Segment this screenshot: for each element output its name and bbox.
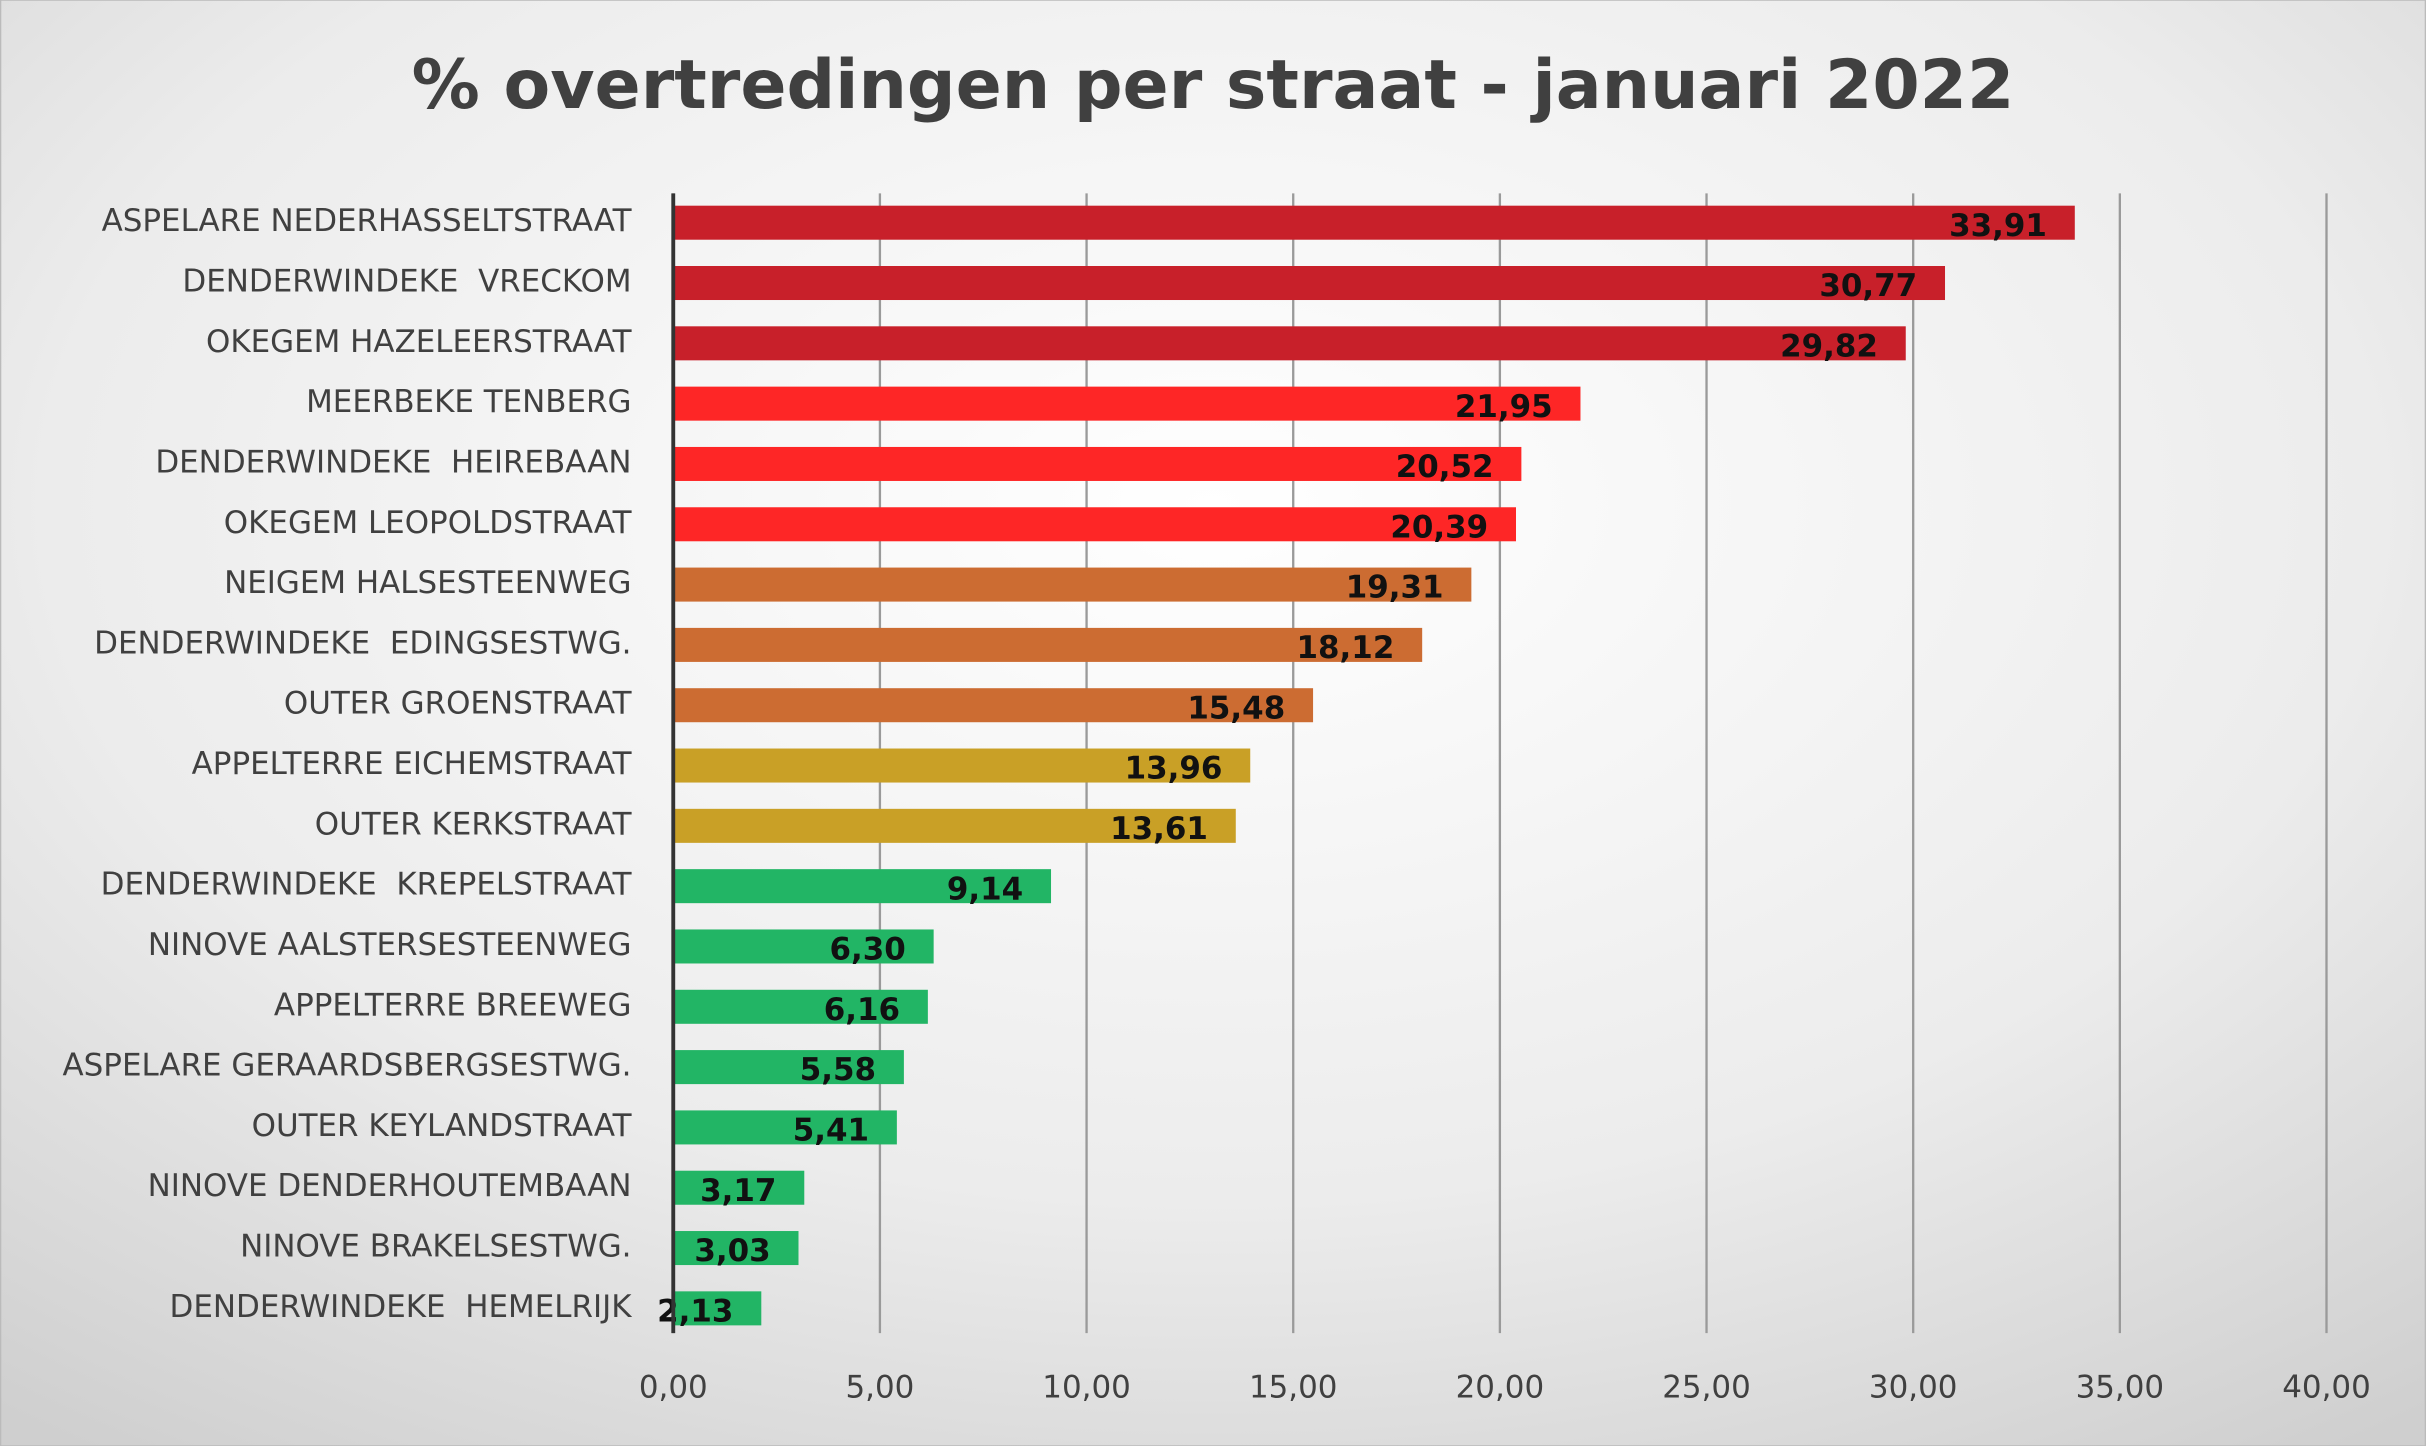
bar [673, 205, 2075, 240]
x-tick-label: 25,00 [1662, 1369, 1751, 1405]
y-tick-label: NINOVE BRAKELSESTWG. [240, 1229, 631, 1265]
bar [673, 869, 1052, 904]
y-tick-label: NINOVE DENDERHOUTEMBAAN [148, 1168, 632, 1204]
bar [673, 507, 1516, 542]
bar [673, 627, 1423, 662]
x-tick-label: 15,00 [1249, 1369, 1338, 1405]
y-tick-label: ASPELARE NEDERHASSELTSTRAAT [102, 203, 632, 239]
value-label: 20,39 [1390, 509, 1488, 545]
y-tick-label: NEIGEM HALSESTEENWEG [224, 565, 631, 601]
value-label: 33,91 [1949, 208, 2047, 244]
value-label: 6,30 [830, 932, 906, 968]
y-tick-label: DENDERWINDEKE HEIREBAAN [155, 444, 631, 480]
value-label: 2,13 [657, 1293, 733, 1329]
x-tick-label: 40,00 [2282, 1369, 2371, 1405]
bar [673, 1291, 762, 1326]
value-label: 3,17 [700, 1173, 776, 1209]
value-label: 29,82 [1780, 328, 1878, 364]
value-label: 5,58 [800, 1052, 876, 1088]
x-tick-label: 5,00 [845, 1369, 914, 1405]
value-label: 20,52 [1396, 449, 1494, 485]
value-label: 6,16 [824, 992, 900, 1028]
x-tick-label: 30,00 [1869, 1369, 1958, 1405]
bar [673, 386, 1581, 421]
bar [673, 446, 1522, 481]
value-label: 18,12 [1297, 630, 1395, 666]
value-label: 19,31 [1346, 570, 1444, 606]
y-tick-label: DENDERWINDEKE EDINGSESTWG. [94, 625, 631, 661]
value-label: 9,14 [947, 871, 1023, 907]
y-tick-label: APPELTERRE EICHEMSTRAAT [192, 746, 632, 782]
y-tick-label: OUTER KEYLANDSTRAAT [252, 1108, 632, 1144]
x-tick-label: 0,00 [639, 1369, 708, 1405]
y-tick-label: OUTER KERKSTRAAT [315, 806, 632, 842]
x-tick-label: 35,00 [2076, 1369, 2165, 1405]
bar [673, 1231, 799, 1266]
chart-title: % overtredingen per straat - januari 202… [412, 46, 2015, 125]
value-label: 13,96 [1125, 751, 1223, 787]
y-tick-label: OKEGEM HAZELEERSTRAAT [206, 324, 632, 360]
value-label: 30,77 [1819, 268, 1917, 304]
value-label: 3,03 [694, 1233, 770, 1269]
y-tick-label: ASPELARE GERAARDSBERGSESTWG. [63, 1048, 632, 1084]
bar [673, 929, 934, 964]
y-tick-label: DENDERWINDEKE HEMELRIJK [170, 1289, 633, 1325]
value-label: 21,95 [1455, 389, 1553, 425]
y-tick-label: OUTER GROENSTRAAT [284, 686, 632, 722]
bar [673, 326, 1906, 361]
x-tick-label: 10,00 [1042, 1369, 1131, 1405]
bar [673, 1050, 904, 1085]
x-tick-label: 20,00 [1456, 1369, 1545, 1405]
bar [673, 1170, 805, 1205]
value-label: 13,61 [1110, 811, 1208, 847]
value-label: 15,48 [1187, 690, 1285, 726]
y-tick-label: DENDERWINDEKE VRECKOM [182, 264, 631, 300]
bar [673, 688, 1314, 723]
bar [673, 1110, 897, 1145]
bar [673, 808, 1236, 843]
y-tick-label: MEERBEKE TENBERG [306, 384, 631, 420]
y-tick-label: DENDERWINDEKE KREPELSTRAAT [101, 867, 632, 903]
y-tick-label: APPELTERRE BREEWEG [274, 987, 632, 1023]
y-tick-label: NINOVE AALSTERSESTEENWEG [148, 927, 632, 963]
bar [673, 567, 1472, 602]
bar [673, 748, 1251, 783]
bar [673, 989, 928, 1024]
bar [673, 266, 1946, 301]
value-label: 5,41 [793, 1113, 869, 1149]
y-tick-label: OKEGEM LEOPOLDSTRAAT [224, 505, 632, 541]
